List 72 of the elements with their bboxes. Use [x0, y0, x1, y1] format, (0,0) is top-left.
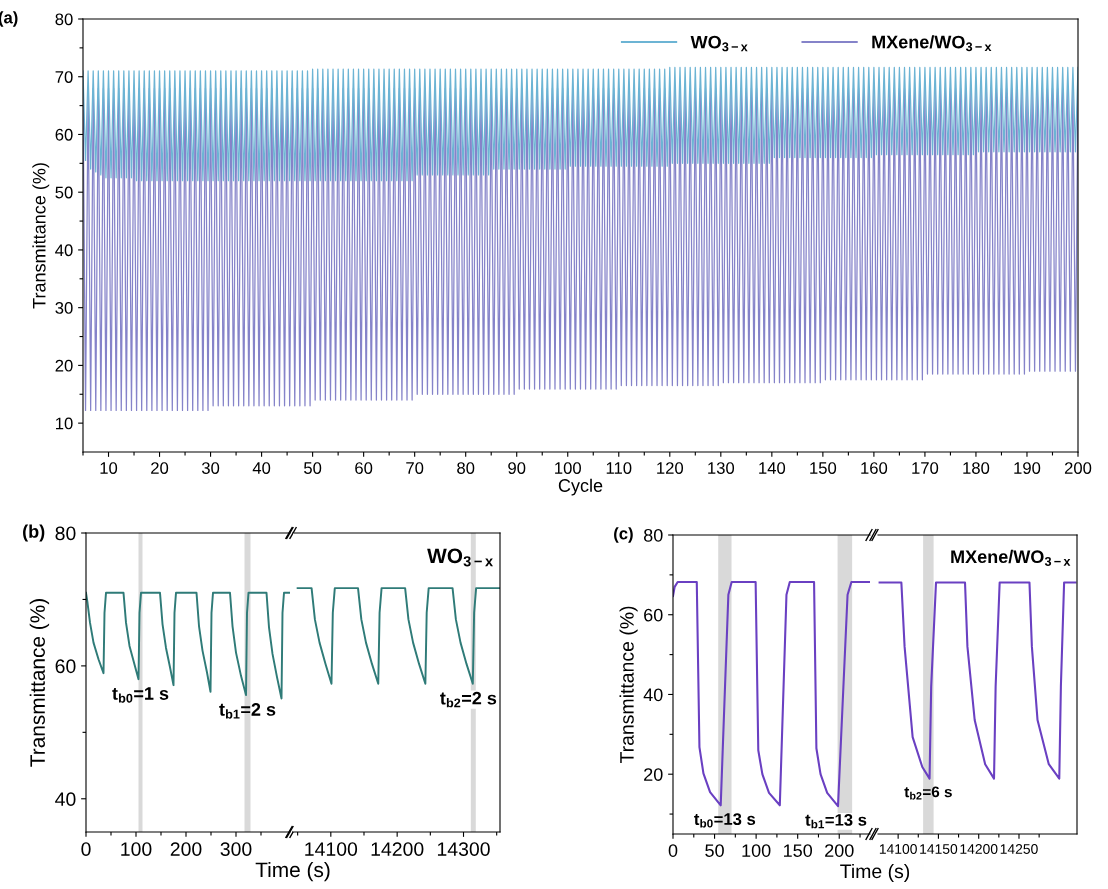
x-tick-label: 110: [606, 462, 632, 474]
band-label: t$_{b0}$=13 s: [694, 813, 756, 828]
y-tick-label: 80: [55, 526, 76, 541]
x-tick-label: 14100: [305, 842, 358, 856]
x-tick-label: 14300: [437, 842, 490, 856]
x-tick-label: 200: [1064, 462, 1092, 474]
x-tick-label: 100: [121, 842, 152, 856]
x-tick-label: 40: [252, 462, 271, 474]
y-axis-title: Transmittance (%): [29, 599, 50, 767]
x-tick-label: 200: [170, 842, 202, 856]
y-tick-label: 20: [644, 768, 663, 781]
x-tick-label: 100: [742, 844, 771, 857]
y-tick-label: 80: [643, 528, 663, 542]
x-tick-label: 90: [508, 462, 526, 474]
line-series: [673, 581, 870, 808]
x-tick-label: 190: [1014, 462, 1041, 474]
x-tick-label: 130: [708, 462, 735, 474]
y-axis-title: Transmittance (%): [32, 163, 50, 309]
x-tick-label: 70: [406, 462, 424, 474]
x-tick-label: 50: [705, 844, 724, 857]
x-tick-label: 14200: [371, 842, 424, 856]
x-tick-label: 30: [201, 462, 220, 474]
x-tick-label: 140: [759, 462, 786, 474]
annotation: MXene/WO$_{3−x}$: [951, 549, 1071, 566]
x-tick-label: 150: [784, 844, 813, 857]
y-tick-label: 30: [55, 302, 73, 314]
band-label: t$_{b0}$=1 s: [112, 687, 169, 703]
band-label: t$_{b2}$=6 s: [904, 786, 952, 800]
y-tick-label: 60: [55, 128, 73, 141]
y-tick-label: 60: [644, 608, 663, 622]
x-tick-label: 0: [668, 844, 678, 857]
x-tick-label: 180: [963, 462, 990, 474]
x-tick-label: 120: [657, 462, 684, 474]
band-label: t$_{b2}$=2 s: [440, 691, 497, 708]
y-axis-title: Transmittance (%): [619, 606, 638, 764]
line-series: [83, 66, 1078, 182]
x-tick-label: 14250: [1000, 844, 1038, 854]
x-tick-label: 60: [355, 462, 373, 474]
y-tick-label: 60: [55, 659, 76, 674]
x-tick-label: 80: [457, 462, 475, 474]
x-axis-title: Time (s): [840, 863, 910, 883]
chart-title: (b): [23, 524, 45, 542]
x-axis-title: Cycle: [558, 478, 603, 496]
y-tick-label: 50: [55, 186, 73, 199]
x-tick-label: 300: [220, 842, 252, 856]
annotation: WO$_{3−x}$: [427, 548, 493, 567]
line-series: [83, 87, 1078, 412]
x-tick-label: 200: [825, 844, 854, 857]
y-tick-label: 20: [55, 359, 73, 372]
x-tick-label: 14150: [920, 844, 958, 854]
chart-title: (c): [614, 527, 633, 543]
x-tick-label: 50: [304, 462, 322, 474]
x-axis-title: Time (s): [255, 861, 330, 882]
y-tick-label: 70: [55, 71, 73, 83]
x-tick-label: 14100: [879, 844, 917, 854]
x-tick-label: 160: [861, 462, 888, 474]
y-tick-label: 40: [55, 244, 73, 257]
band-label: t$_{b1}$=2 s: [219, 703, 276, 719]
x-tick-label: 170: [912, 462, 939, 474]
x-tick-label: 150: [810, 462, 837, 474]
y-tick-label: 10: [56, 417, 73, 430]
band-label: t$_{b1}$=13 s: [805, 813, 867, 829]
y-tick-label: 40: [643, 688, 663, 702]
x-tick-label: 100: [555, 462, 581, 474]
y-tick-label: 40: [55, 792, 76, 807]
legend-label: MXene/WO$_{3−x}$: [872, 35, 992, 52]
legend-label: WO$_{3−x}$: [690, 35, 748, 52]
x-tick-label: 0: [81, 842, 91, 856]
x-tick-label: 20: [151, 462, 169, 474]
x-tick-label: 14200: [960, 844, 998, 854]
x-tick-label: 10: [100, 462, 118, 474]
y-tick-label: 80: [55, 13, 73, 26]
